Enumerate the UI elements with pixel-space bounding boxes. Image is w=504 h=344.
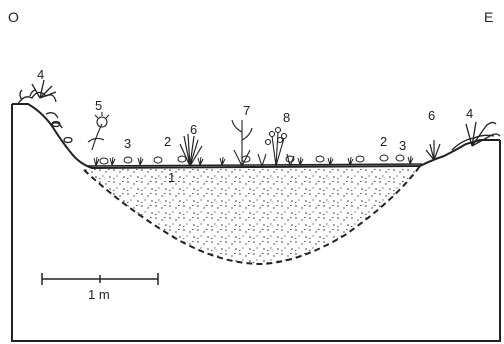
label-2-right: 2 bbox=[380, 134, 387, 149]
shrub-left bbox=[17, 79, 73, 144]
rosette-plants bbox=[99, 154, 405, 165]
label-5: 5 bbox=[95, 98, 102, 113]
scale-bar bbox=[41, 273, 159, 285]
east-label: E bbox=[484, 9, 493, 25]
ground-profile bbox=[12, 103, 500, 170]
label-6-right: 6 bbox=[428, 108, 435, 123]
grass-tufts bbox=[93, 155, 414, 167]
sediment-boundary bbox=[83, 165, 421, 266]
shrub-right bbox=[451, 121, 501, 151]
label-4-right: 4 bbox=[466, 106, 473, 121]
label-1: 1 bbox=[168, 170, 175, 185]
label-7: 7 bbox=[243, 103, 250, 118]
plant-7 bbox=[231, 119, 253, 167]
label-3-right: 3 bbox=[399, 138, 406, 153]
sediment-fill bbox=[82, 166, 420, 264]
plant-8 bbox=[257, 126, 295, 167]
plant-5 bbox=[87, 112, 110, 151]
label-3-left: 3 bbox=[124, 136, 131, 151]
scale-bar-label: 1 m bbox=[88, 287, 110, 302]
plant-6-left bbox=[179, 133, 203, 167]
label-2-left: 2 bbox=[164, 134, 171, 149]
label-6-left: 6 bbox=[190, 122, 197, 137]
water-surface bbox=[87, 163, 423, 167]
label-4-left: 4 bbox=[37, 67, 44, 82]
section-frame bbox=[11, 104, 501, 342]
plant-6-right bbox=[425, 140, 441, 161]
label-8: 8 bbox=[283, 110, 290, 125]
west-label: O bbox=[8, 9, 19, 25]
